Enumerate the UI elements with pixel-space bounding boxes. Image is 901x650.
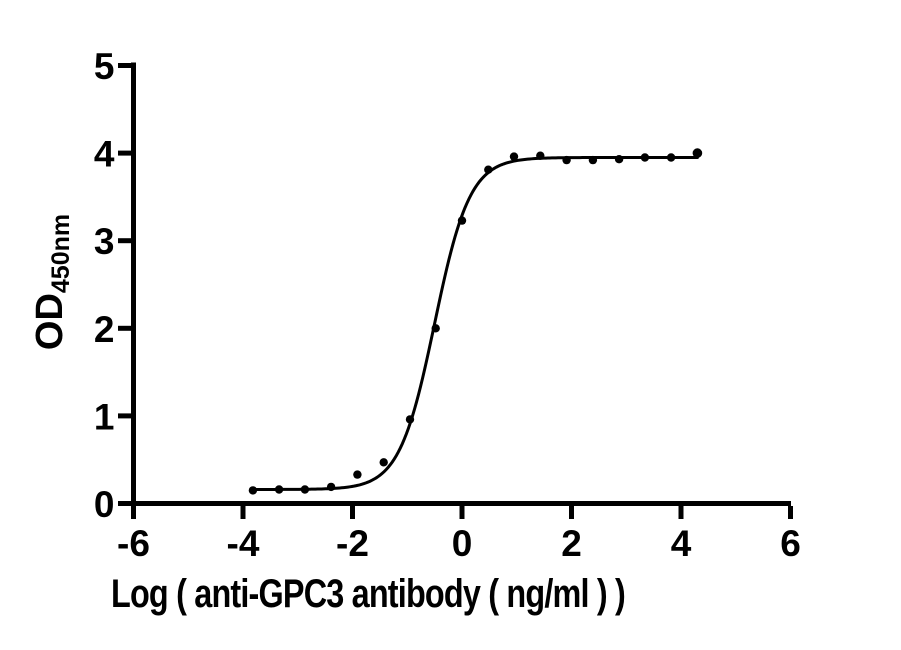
data-point — [484, 165, 493, 174]
y-tick-label: 0 — [94, 484, 115, 525]
x-axis-title: Log ( anti-GPC3 antibody ( ng/ml ) ) — [111, 572, 625, 616]
data-point — [666, 153, 676, 162]
data-point — [509, 152, 519, 161]
x-tick-label: -4 — [227, 523, 260, 564]
data-point — [562, 155, 571, 165]
axes-layer: -6 -4 -2 0 2 4 6 0 1 2 3 4 5 — [94, 46, 801, 564]
y-axis-title-main: OD — [29, 293, 71, 350]
data-point — [614, 155, 624, 164]
data-point — [248, 486, 258, 495]
y-axis-title: OD450nm — [29, 214, 75, 350]
data-point — [326, 482, 336, 492]
x-tick-label: 6 — [780, 523, 801, 564]
fit-curve — [251, 155, 699, 491]
y-axis-title-subscript: 450nm — [47, 214, 75, 293]
x-tick-label: -2 — [336, 523, 369, 564]
data-point — [692, 148, 703, 158]
y-tick-label: 1 — [94, 396, 115, 437]
y-tick-label: 2 — [94, 309, 115, 350]
data-point — [353, 470, 362, 479]
data-point — [274, 485, 284, 494]
x-tick-label: 2 — [561, 523, 582, 564]
data-point — [457, 216, 467, 225]
data-point — [405, 415, 415, 424]
data-point — [640, 153, 650, 162]
data-point — [300, 485, 310, 494]
y-tick-label: 5 — [94, 46, 115, 87]
y-tick-label: 4 — [94, 134, 115, 175]
x-tick-label: -6 — [117, 523, 150, 564]
y-tick-label: 3 — [94, 221, 115, 262]
data-point — [588, 155, 598, 165]
data-point — [431, 324, 440, 333]
x-tick-label: 0 — [452, 523, 473, 564]
data-point — [536, 151, 545, 160]
x-tick-label: 4 — [671, 523, 692, 564]
data-point — [379, 458, 388, 467]
plot-area — [248, 148, 703, 495]
